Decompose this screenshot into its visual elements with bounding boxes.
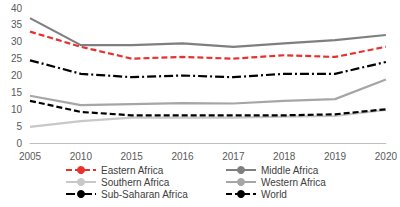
svg-text:Eastern Africa: Eastern Africa xyxy=(101,165,164,176)
svg-text:40: 40 xyxy=(11,3,23,14)
svg-text:25: 25 xyxy=(11,53,23,64)
svg-text:15: 15 xyxy=(11,87,23,98)
svg-text:2020: 2020 xyxy=(375,151,398,162)
svg-text:2010: 2010 xyxy=(70,151,93,162)
svg-text:World: World xyxy=(261,189,287,200)
svg-text:5: 5 xyxy=(16,121,22,132)
svg-text:2005: 2005 xyxy=(19,151,42,162)
svg-text:2016: 2016 xyxy=(171,151,194,162)
svg-text:35: 35 xyxy=(11,19,23,30)
svg-text:2018: 2018 xyxy=(273,151,296,162)
svg-text:Sub-Saharan Africa: Sub-Saharan Africa xyxy=(101,189,188,200)
svg-text:30: 30 xyxy=(11,36,23,47)
svg-text:0: 0 xyxy=(16,138,22,149)
svg-text:2015: 2015 xyxy=(121,151,144,162)
svg-text:2017: 2017 xyxy=(222,151,245,162)
svg-text:20: 20 xyxy=(11,70,23,81)
svg-text:2019: 2019 xyxy=(324,151,347,162)
svg-text:Southern Africa: Southern Africa xyxy=(101,177,170,188)
svg-text:10: 10 xyxy=(11,104,23,115)
svg-text:Middle Africa: Middle Africa xyxy=(261,165,319,176)
svg-text:Western Africa: Western Africa xyxy=(261,177,326,188)
